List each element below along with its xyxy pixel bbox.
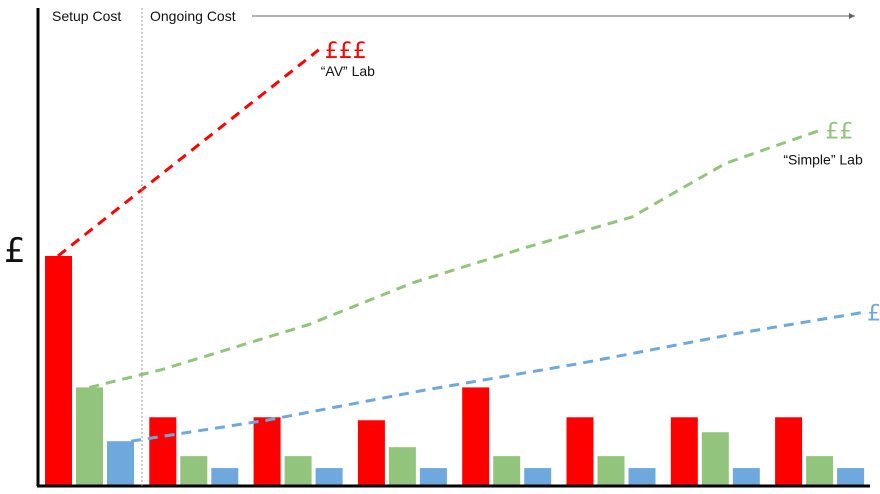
- trend-symbol-2: ££: [825, 119, 853, 144]
- bar-group7-series2: [701, 432, 729, 486]
- bar-group7-series1: [670, 417, 698, 486]
- trend-label-1: “AV” Lab: [321, 63, 375, 79]
- bar-group3-series3: [315, 468, 343, 486]
- bar-group6-series2: [597, 456, 625, 486]
- bar-group3-series1: [253, 417, 281, 486]
- bar-group2-series3: [211, 468, 239, 486]
- bar-group4-series3: [419, 468, 447, 486]
- bar-group4-series2: [388, 447, 416, 486]
- bar-group3-series2: [284, 456, 312, 486]
- trend-label-2: “Simple” Lab: [783, 151, 863, 167]
- bar-group5-series2: [493, 456, 521, 486]
- bar-group2-series2: [180, 456, 208, 486]
- trend-symbol-3: £: [867, 302, 880, 327]
- trend-symbol-1: £££: [325, 39, 367, 64]
- trend-line-2: [88, 129, 820, 389]
- bar-group5-series1: [462, 387, 490, 486]
- bar-group8-series1: [775, 417, 803, 486]
- trend-annotations: £££“AV” Lab ££ “Simple” Lab £: [321, 39, 880, 327]
- bar-group5-series3: [524, 468, 552, 486]
- bar-group6-series1: [566, 417, 594, 486]
- bar-group4-series1: [357, 420, 385, 486]
- trend-line-1: [57, 48, 320, 258]
- bar-group1-series3: [107, 441, 134, 486]
- bar-group8-series3: [837, 468, 865, 486]
- bar-group1-series1: [45, 255, 72, 486]
- bar-group6-series3: [628, 468, 656, 486]
- ongoing-cost-label: Ongoing Cost: [150, 8, 236, 24]
- bars-group: [45, 255, 865, 486]
- trend-line-3: [130, 311, 862, 443]
- trend-lines-group: [57, 48, 862, 443]
- bar-group8-series2: [806, 456, 834, 486]
- bar-group7-series3: [732, 468, 760, 486]
- setup-cost-label: Setup Cost: [52, 8, 121, 24]
- bar-group1-series2: [76, 387, 103, 486]
- y-axis-label: £: [4, 231, 26, 271]
- bar-group2-series1: [149, 417, 177, 486]
